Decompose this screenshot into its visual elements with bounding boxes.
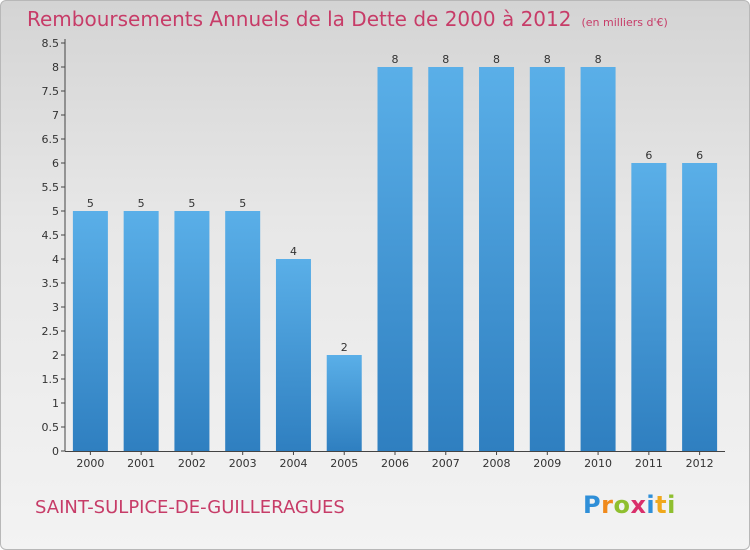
y-tick-label: 0 [52,445,59,458]
data-label: 6 [696,149,703,162]
bar [580,67,616,451]
logo-letter: i [646,491,656,519]
x-tick-label: 2010 [584,457,612,470]
title-unit: (en milliers d'€) [581,16,668,29]
data-label: 8 [595,53,602,66]
x-tick-label: 2000 [76,457,104,470]
y-tick-label: 7.5 [42,85,60,98]
data-label: 8 [544,53,551,66]
bar [631,163,667,451]
data-label: 4 [290,245,297,258]
x-tick-label: 2006 [381,457,409,470]
logo-letter: x [630,491,647,519]
data-label: 5 [138,197,145,210]
x-tick-label: 2008 [483,457,511,470]
logo-letter: t [655,491,668,519]
y-tick-label: 5 [52,205,59,218]
y-tick-label: 5.5 [42,181,60,194]
proxiti-logo: Proxiti [583,491,676,519]
data-label: 8 [442,53,449,66]
logo-letter: P [583,491,602,519]
bar [123,211,159,451]
bar [72,211,108,451]
bar [682,163,718,451]
x-tick-label: 2003 [229,457,257,470]
commune-name: SAINT-SULPICE-DE-GUILLERAGUES [35,497,345,518]
x-tick-label: 2012 [686,457,714,470]
y-tick-label: 8 [52,61,59,74]
bar [225,211,261,451]
y-tick-label: 6 [52,157,59,170]
y-tick-label: 4 [52,253,59,266]
x-tick-label: 2009 [533,457,561,470]
y-tick-label: 1 [52,397,59,410]
y-tick-label: 8.5 [42,37,60,50]
axes: 0 0.5 1 1.5 2 2.5 3 3.5 4 4.5 5 5.5 6 6.5 7 7.5 8 8.5 2000… [42,37,725,470]
title-text: Remboursements Annuels de la Dette de 20… [27,7,572,31]
bar [275,259,311,451]
logo-letter: o [613,491,631,519]
data-label: 2 [341,341,348,354]
x-tick-label: 2007 [432,457,460,470]
data-label: 5 [87,197,94,210]
x-tick-label: 2002 [178,457,206,470]
y-tick-label: 2 [52,349,59,362]
y-tick-label: 7 [52,109,59,122]
data-labels: 5 5 5 5 4 2 8 8 8 8 8 6 6 [87,53,703,354]
y-tick-label: 0.5 [42,421,60,434]
bar [529,67,565,451]
y-tick-label: 3 [52,301,59,314]
y-tick-label: 6.5 [42,133,60,146]
data-label: 8 [392,53,399,66]
bar [326,355,362,451]
y-tick-label: 3.5 [42,277,60,290]
x-tick-label: 2011 [635,457,663,470]
data-label: 5 [239,197,246,210]
x-tick-label: 2001 [127,457,155,470]
logo-letter: i [667,491,676,519]
bars [72,67,718,451]
bar [479,67,515,451]
x-tick-label: 2005 [330,457,358,470]
bar [174,211,210,451]
chart-title: Remboursements Annuels de la Dette de 20… [27,7,668,31]
y-tick-label: 4.5 [42,229,60,242]
y-tick-label: 2.5 [42,325,60,338]
data-label: 6 [645,149,652,162]
logo-letter: r [601,491,614,519]
data-label: 8 [493,53,500,66]
bar [428,67,464,451]
y-tick-label: 1.5 [42,373,60,386]
data-label: 5 [188,197,195,210]
bar [377,67,413,451]
x-tick-label: 2004 [279,457,307,470]
